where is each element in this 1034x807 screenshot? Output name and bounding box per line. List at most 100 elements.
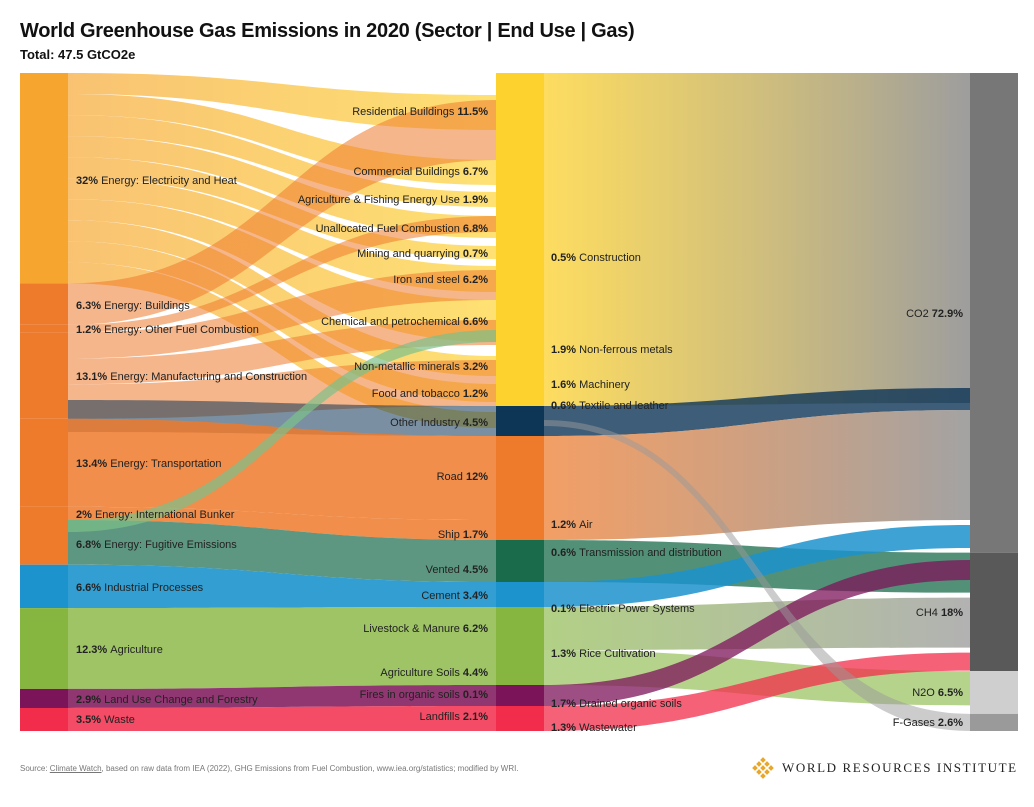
sector-label: 13.4% Energy: Transportation	[76, 458, 222, 470]
node-labels: 32% Energy: Electricity and Heat 6.3% Ene…	[76, 106, 963, 734]
enduse-label: Residential Buildings 11.5%	[352, 106, 488, 118]
sector-bar	[20, 688, 68, 708]
flow-agriculture	[68, 607, 496, 689]
sector-label: 12.3% Agriculture	[76, 644, 163, 656]
gas-label: CO2 72.9%	[906, 308, 963, 320]
sector-label: 1.2% Energy: Other Fuel Combustion	[76, 324, 259, 336]
flow-enduse-co2-yellow	[544, 73, 970, 406]
enduse-bar	[496, 607, 544, 685]
enduse-bar	[496, 436, 544, 540]
enduse-label: Agriculture & Fishing Energy Use 1.9%	[298, 194, 488, 206]
flow-other-fuel	[68, 216, 496, 333]
flow-enduse-ch4-waste	[544, 652, 970, 731]
sector-label: 2% Energy: International Bunker	[76, 509, 235, 521]
gas-label: CH4 18%	[916, 607, 963, 619]
sector-bar	[20, 519, 68, 565]
flow-enduse-co2-orange	[544, 410, 970, 540]
gas-bar	[970, 73, 1018, 553]
enduse-bar	[496, 685, 544, 706]
flow-industrial	[68, 564, 496, 609]
enduse-label: Food and tobacco 1.2%	[372, 388, 488, 400]
flow-electricity-heat	[68, 115, 496, 207]
sector-bar	[20, 332, 68, 419]
flow-transportation	[68, 418, 496, 520]
enduse-label: Livestock & Manure 6.2%	[363, 623, 488, 635]
flow-electricity-heat	[68, 73, 496, 130]
chart-subtitle: Total: 47.5 GtCO2e	[20, 47, 136, 62]
enduse-label: 1.6% Machinery	[551, 379, 630, 391]
wri-logo-icon	[752, 757, 774, 779]
flow-manufacturing-1	[68, 270, 496, 359]
flow-enduse-co2-blue	[544, 525, 970, 607]
gas-bar	[970, 713, 1018, 731]
sector-label: 6.6% Industrial Processes	[76, 582, 204, 594]
sector-label: 32% Energy: Electricity and Heat	[76, 175, 237, 187]
enduse-label: Ship 1.7%	[438, 529, 488, 541]
enduse-bar	[496, 706, 544, 731]
source-prefix: Source:	[20, 764, 50, 773]
sector-bar	[20, 73, 68, 284]
gas-bar	[970, 671, 1018, 714]
enduse-label: Cement 3.4%	[421, 590, 488, 602]
sector-bar	[20, 506, 68, 520]
flow-enduse-co2-landuse	[544, 560, 970, 706]
sector-label: 3.5% Waste	[76, 714, 135, 726]
gas-label: N2O 6.5%	[912, 687, 963, 699]
gas-label: F-Gases 2.6%	[893, 717, 964, 729]
flow-enduse-fgas	[544, 420, 970, 731]
enduse-label: 1.3% Rice Cultivation	[551, 648, 656, 660]
enduse-label: 0.1% Electric Power Systems	[551, 603, 695, 615]
flow-landuse	[68, 685, 496, 708]
enduse-label: Road 12%	[437, 471, 489, 483]
enduse-label: Agriculture Soils 4.4%	[380, 667, 488, 679]
wri-logo-text: WORLD RESOURCES INSTITUTE	[782, 760, 1018, 775]
flow-electricity-heat	[68, 136, 496, 238]
sector-label: 13.1% Energy: Manufacturing and Construc…	[76, 371, 307, 383]
sector-label: 2.9% Land Use Change and Forestry	[76, 694, 258, 706]
flow-electricity-heat	[68, 220, 496, 376]
source-rest: , based on raw data from IEA (2022), GHG…	[101, 764, 519, 773]
node-bars	[20, 73, 1018, 731]
enduse-label: 1.7% Drained organic soils	[551, 698, 682, 710]
flow-buildings	[68, 100, 496, 325]
enduse-label: Non-metallic minerals 3.2%	[354, 361, 488, 373]
flow-waste	[68, 706, 496, 731]
sector-bar	[20, 707, 68, 731]
source-link[interactable]: Climate Watch	[49, 764, 102, 773]
sector-bar	[20, 564, 68, 609]
flow-links	[68, 73, 970, 731]
wri-logo: WORLD RESOURCES INSTITUTE	[752, 757, 1018, 779]
sector-bar	[20, 324, 68, 333]
enduse-label: 0.6% Transmission and distribution	[551, 547, 722, 559]
flow-enduse-co2-navy	[544, 388, 970, 436]
enduse-label: Landfills 2.1%	[420, 711, 489, 723]
flow-fugitive-cross	[68, 330, 496, 532]
sector-label: 6.3% Energy: Buildings	[76, 300, 190, 312]
gas-bar	[970, 552, 1018, 672]
enduse-label: Other Industry 4.5%	[390, 417, 488, 429]
source-note: Source: Climate Watch, based on raw data…	[20, 764, 519, 773]
enduse-label: 0.5% Construction	[551, 252, 641, 264]
enduse-label: Iron and steel 6.2%	[393, 274, 488, 286]
flow-bunker	[68, 506, 496, 540]
enduse-label: 0.6% Textile and leather	[551, 400, 669, 412]
enduse-bar	[496, 406, 544, 436]
sector-label: 6.8% Energy: Fugitive Emissions	[76, 539, 237, 551]
enduse-label: Chemical and petrochemical 6.6%	[321, 316, 488, 328]
sector-bar	[20, 608, 68, 689]
flow-fugitive	[68, 519, 496, 582]
enduse-label: Unallocated Fuel Combustion 6.8%	[316, 223, 489, 235]
chart-title: World Greenhouse Gas Emissions in 2020 (…	[20, 20, 635, 42]
enduse-bar	[496, 73, 544, 406]
enduse-label: 1.2% Air	[551, 519, 593, 531]
enduse-label: 1.9% Non-ferrous metals	[551, 344, 673, 356]
enduse-label: Mining and quarrying 0.7%	[357, 248, 488, 260]
flow-manufacturing-2	[68, 320, 496, 385]
enduse-label: Vented 4.5%	[426, 564, 489, 576]
enduse-label: Fires in organic soils 0.1%	[360, 689, 489, 701]
sector-bar	[20, 283, 68, 325]
enduse-label: Commercial Buildings 6.7%	[353, 166, 488, 178]
enduse-bar	[496, 540, 544, 582]
enduse-bar	[496, 582, 544, 607]
